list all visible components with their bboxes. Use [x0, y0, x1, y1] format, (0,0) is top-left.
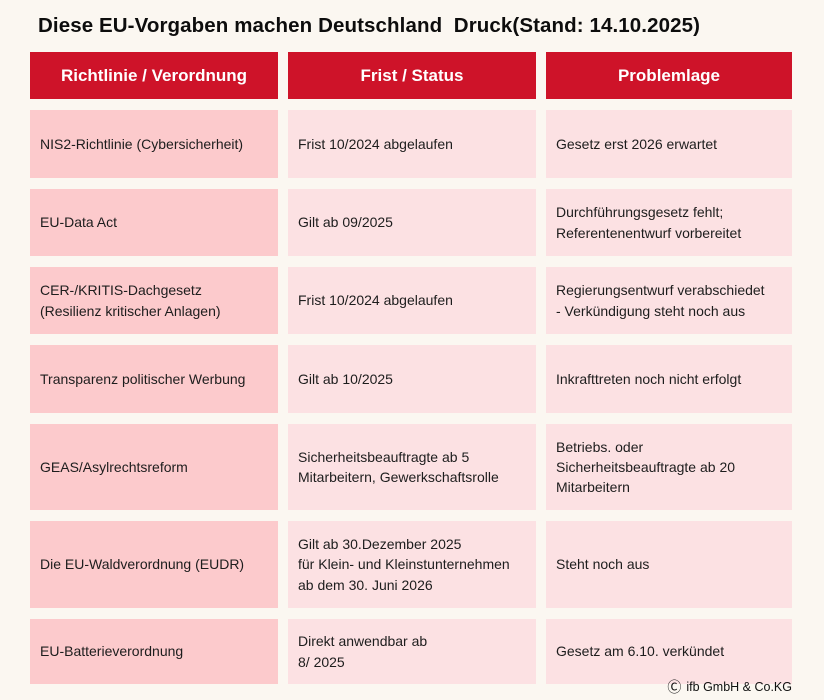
cell-frist: Gilt ab 30.Dezember 2025 für Klein- und …	[288, 521, 536, 608]
page-title: Diese EU-Vorgaben machen Deutschland Dru…	[38, 14, 701, 37]
cell-richtlinie: EU-Batterieverordnung	[30, 619, 278, 684]
cell-richtlinie: Die EU-Waldverordnung (EUDR)	[30, 521, 278, 608]
cell-richtlinie: NIS2-Richtlinie (Cybersicherheit)	[30, 110, 278, 178]
cell-problemlage: Durchführungsgesetz fehlt; Referentenent…	[546, 189, 792, 256]
copyright-icon: Ⓒ	[667, 679, 682, 695]
cell-frist: Direkt anwendbar ab 8/ 2025	[288, 619, 536, 684]
eu-vorgaben-table: Richtlinie / Verordnung Frist / Status P…	[30, 52, 792, 684]
cell-frist: Frist 10/2024 abgelaufen	[288, 267, 536, 334]
cell-frist: Gilt ab 09/2025	[288, 189, 536, 256]
cell-problemlage: Betriebs. oder Sicherheitsbeauftragte ab…	[546, 424, 792, 510]
cell-problemlage: Inkrafttreten noch nicht erfolgt	[546, 345, 792, 413]
cell-richtlinie: CER-/KRITIS-Dachgesetz (Resilienz kritis…	[30, 267, 278, 334]
column-header-problemlage: Problemlage	[546, 52, 792, 99]
cell-frist: Gilt ab 10/2025	[288, 345, 536, 413]
column-header-frist: Frist / Status	[288, 52, 536, 99]
copyright: Ⓒ ifb GmbH & Co.KG	[667, 680, 792, 694]
column-header-richtlinie: Richtlinie / Verordnung	[30, 52, 278, 99]
copyright-text: ifb GmbH & Co.KG	[686, 680, 792, 694]
cell-frist: Sicherheitsbeauftragte ab 5 Mitarbeitern…	[288, 424, 536, 510]
cell-richtlinie: Transparenz politischer Werbung	[30, 345, 278, 413]
cell-frist: Frist 10/2024 abgelaufen	[288, 110, 536, 178]
cell-richtlinie: GEAS/Asylrechtsreform	[30, 424, 278, 510]
cell-problemlage: Steht noch aus	[546, 521, 792, 608]
cell-problemlage: Regierungsentwurf verabschiedet - Verkün…	[546, 267, 792, 334]
cell-problemlage: Gesetz am 6.10. verkündet	[546, 619, 792, 684]
cell-problemlage: Gesetz erst 2026 erwartet	[546, 110, 792, 178]
cell-richtlinie: EU-Data Act	[30, 189, 278, 256]
